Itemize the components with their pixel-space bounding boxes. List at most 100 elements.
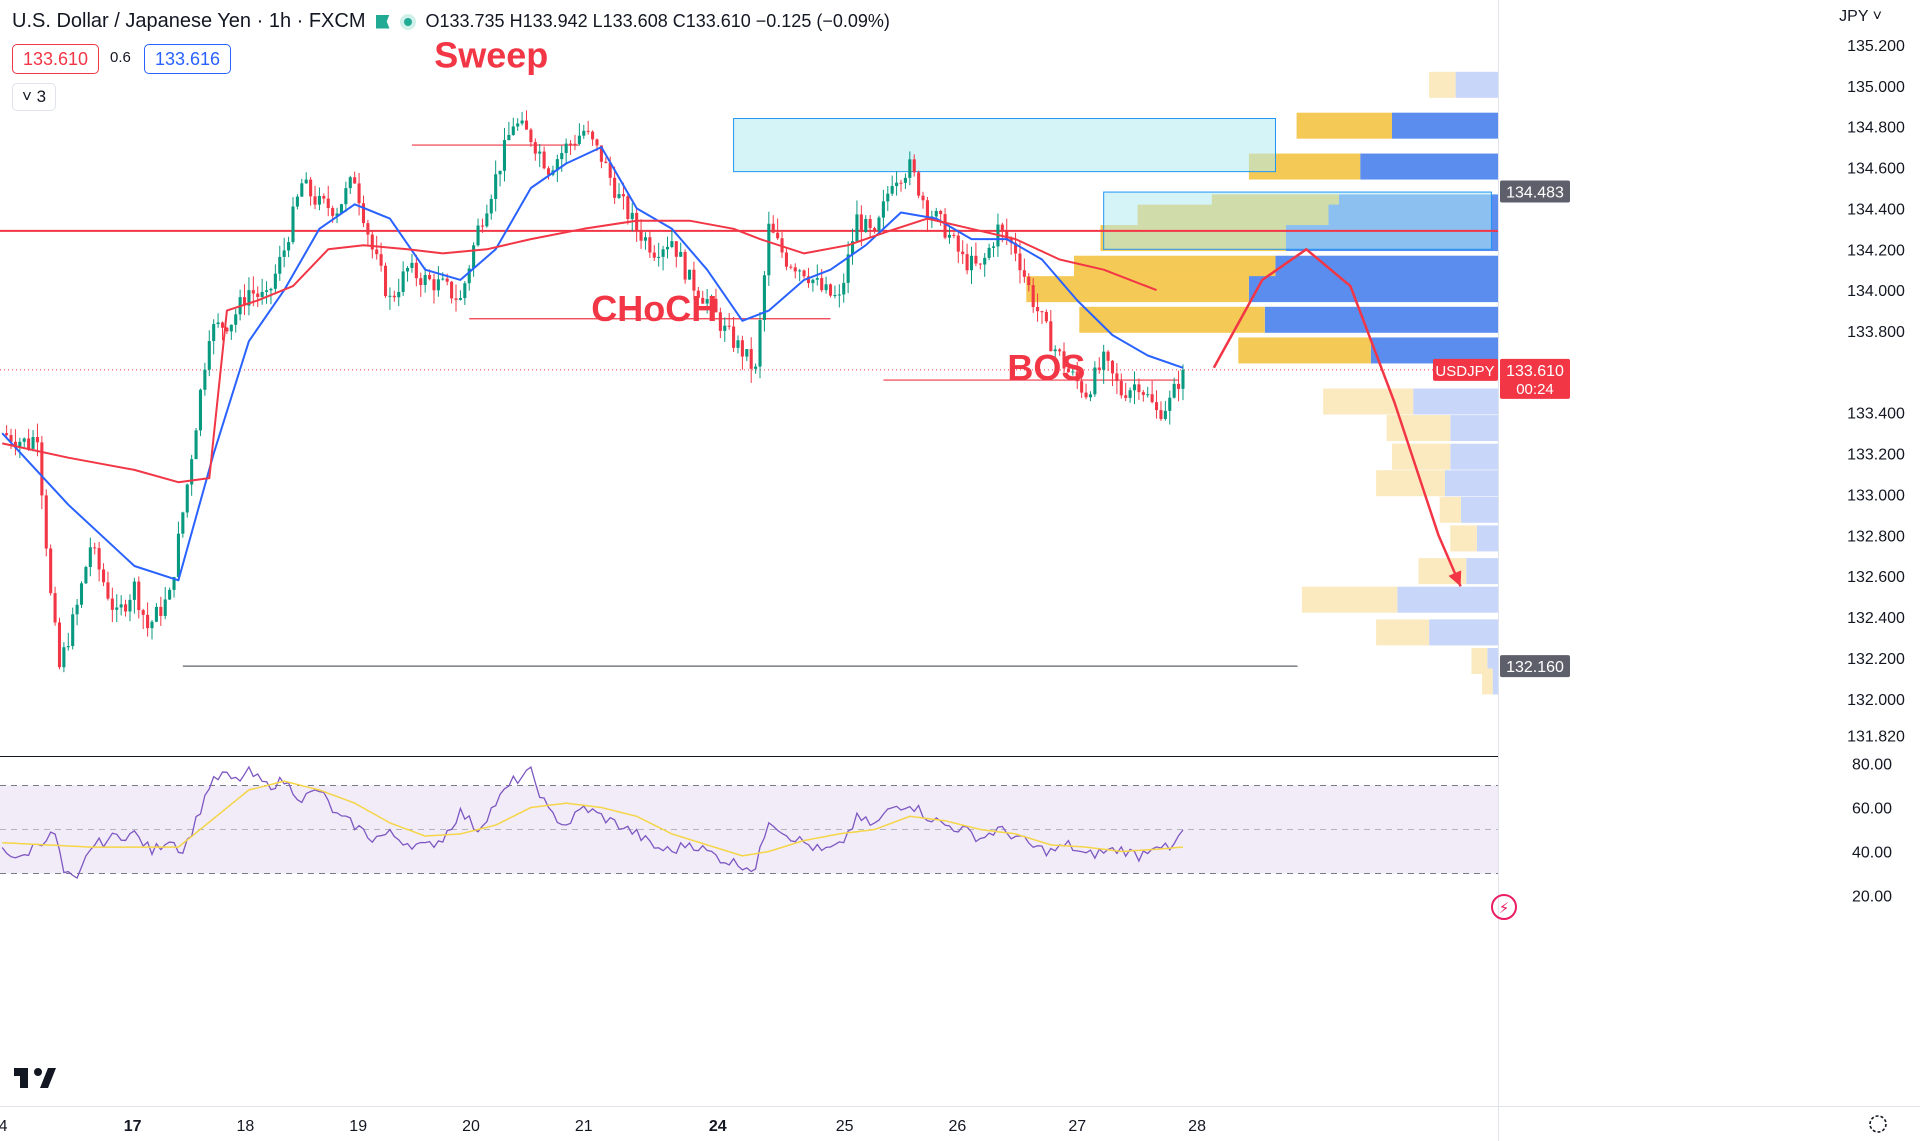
candle-body: [291, 206, 295, 243]
price-tick-label: 132.000: [1847, 692, 1905, 709]
candle-body: [220, 322, 225, 328]
candle-body: [679, 251, 683, 257]
candle-body: [335, 213, 339, 216]
chart-header: U.S. Dollar / Japanese Yen · 1h · FXCM O…: [12, 10, 890, 33]
candle-body: [555, 159, 559, 171]
candle-body: [538, 151, 542, 154]
candle-body: [27, 438, 31, 449]
candle-body: [71, 614, 75, 647]
candle-body: [406, 267, 410, 272]
volume-profile-up-bar: [1238, 337, 1371, 364]
candle-body: [665, 246, 670, 250]
rsi_ma-line: [2, 780, 1184, 857]
candle-body: [450, 281, 454, 299]
candle-body: [1044, 311, 1048, 322]
candle-body: [35, 437, 39, 443]
candle-body: [886, 193, 890, 202]
candle-body: [921, 195, 925, 201]
indicators-toggle[interactable]: ˅ 3: [12, 83, 57, 111]
candle-body: [705, 299, 709, 304]
candle-body: [1040, 311, 1044, 313]
spread-value: 0.6: [110, 49, 131, 66]
candle-body: [529, 129, 533, 143]
candle-body: [485, 213, 489, 227]
symbol-title[interactable]: U.S. Dollar / Japanese Yen · 1h · FXCM: [12, 10, 366, 32]
candle-body: [348, 177, 352, 189]
volume-profile-down-bar: [1413, 388, 1498, 415]
volume-profile-up-bar: [1471, 648, 1488, 675]
candle-body: [991, 246, 996, 248]
candle-body: [952, 234, 956, 236]
candle-body: [1000, 224, 1004, 231]
sell-price-button[interactable]: 133.610: [12, 44, 100, 74]
candle-body: [890, 186, 894, 194]
volume-profile-up-bar: [1376, 470, 1445, 497]
price-tick-label: 135.200: [1847, 38, 1905, 55]
candle-body: [934, 210, 938, 217]
candle-body: [820, 278, 824, 291]
candle-body: [216, 322, 220, 325]
candle-body: [758, 320, 762, 367]
candle-body: [833, 295, 837, 297]
candle-body: [793, 267, 797, 272]
candle-body: [40, 442, 44, 496]
candle-body: [749, 349, 753, 369]
candle-body: [295, 196, 299, 207]
time-tick-label: 25: [836, 1118, 854, 1135]
candle-body: [5, 433, 9, 436]
time-tick-label: 26: [948, 1118, 966, 1135]
candle-body: [802, 270, 806, 277]
candle-body: [137, 581, 141, 611]
supply-zone: [1103, 191, 1492, 250]
candle-body: [353, 177, 357, 184]
candle-body: [828, 284, 833, 296]
candle-body: [639, 230, 643, 241]
candle-body: [419, 278, 423, 286]
candle-body: [652, 252, 656, 258]
candle-body: [357, 183, 361, 204]
candle-body: [723, 325, 727, 331]
candle-body: [49, 548, 53, 594]
candle-body: [582, 130, 586, 136]
candle-body: [643, 237, 648, 241]
price-line-label: 132.160: [1506, 659, 1564, 676]
candle-body: [846, 254, 850, 283]
candle-body: [392, 295, 396, 298]
candle-body: [256, 293, 260, 297]
candle-body: [784, 252, 788, 267]
candle-body: [198, 389, 203, 431]
candle-body: [961, 251, 965, 255]
candle-body: [1027, 276, 1031, 286]
candle-body: [84, 566, 88, 584]
candle-body: [1110, 360, 1115, 374]
candle-body: [613, 177, 617, 198]
volume-profile-down-bar: [1248, 276, 1498, 303]
candle-body: [978, 263, 982, 265]
volume-profile-down-bar: [1397, 586, 1498, 613]
currency-selector[interactable]: JPY ˅: [1839, 8, 1882, 25]
candle-body: [242, 297, 247, 306]
candle-body: [815, 278, 819, 280]
candle-body: [943, 214, 947, 238]
candle-body: [859, 214, 863, 232]
candle-body: [599, 145, 603, 162]
candle-body: [366, 223, 370, 235]
candle-body: [1132, 384, 1137, 391]
settings-gear-icon: [1869, 1115, 1887, 1133]
buy-price-button[interactable]: 133.616: [144, 44, 232, 74]
volume-profile-down-bar: [1492, 668, 1498, 695]
candle-body: [278, 256, 282, 274]
price-tick-label: 134.200: [1847, 242, 1905, 259]
time-tick-label: 28: [1188, 1118, 1206, 1135]
candle-body: [260, 291, 264, 297]
candle-body: [564, 143, 568, 154]
candle-body: [648, 237, 652, 253]
candle-body: [1159, 410, 1163, 419]
candle-body: [344, 188, 348, 205]
candle-body: [718, 312, 722, 331]
candle-body: [1155, 402, 1159, 411]
candle-body: [732, 326, 736, 348]
candle-body: [97, 548, 101, 570]
candle-body: [754, 366, 758, 369]
